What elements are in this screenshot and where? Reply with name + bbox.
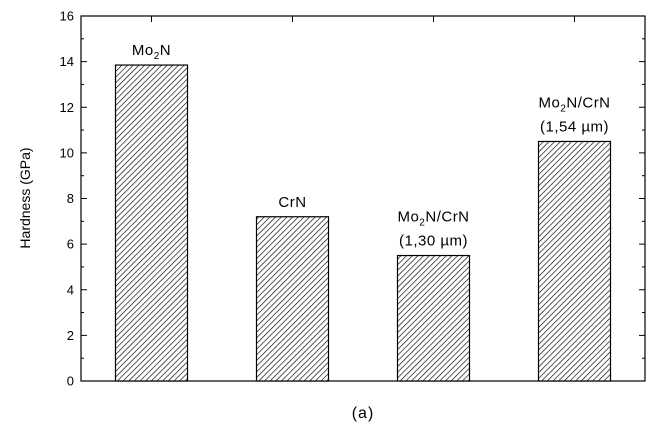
figure-caption: (a) (352, 405, 375, 422)
bar-label-thickness: (1,30 µm) (399, 233, 468, 250)
y-tick-label: 12 (60, 100, 74, 115)
bar-labels: Mo2N CrN Mo2N/CrN (1,30 µm) Mo2N/CrN (1,54 µm… (132, 42, 610, 250)
y-tick-label: 2 (67, 328, 74, 343)
y-tick-label: 14 (60, 54, 74, 69)
y-tick-label: 0 (67, 374, 74, 389)
bar (255, 216, 330, 382)
bar (396, 254, 471, 382)
axes: 0 2 4 6 8 10 12 14 16 (60, 9, 646, 389)
bars (114, 64, 612, 382)
bar (537, 140, 612, 382)
bar-label: CrN (278, 194, 306, 211)
y-tick-label: 4 (67, 282, 74, 297)
bar-label: Mo2N (132, 42, 171, 62)
y-tick-label: 10 (60, 145, 74, 160)
bar (114, 64, 189, 382)
y-tick-label: 16 (60, 9, 74, 24)
y-tick-label: 8 (67, 191, 74, 206)
bar-label: Mo2N/CrN (397, 209, 469, 229)
bar-label: Mo2N/CrN (538, 94, 610, 114)
bar-label-thickness: (1,54 µm) (540, 118, 609, 135)
y-tick-label: 6 (67, 237, 74, 252)
y-axis-label: Hardness (GPa) (17, 147, 33, 248)
